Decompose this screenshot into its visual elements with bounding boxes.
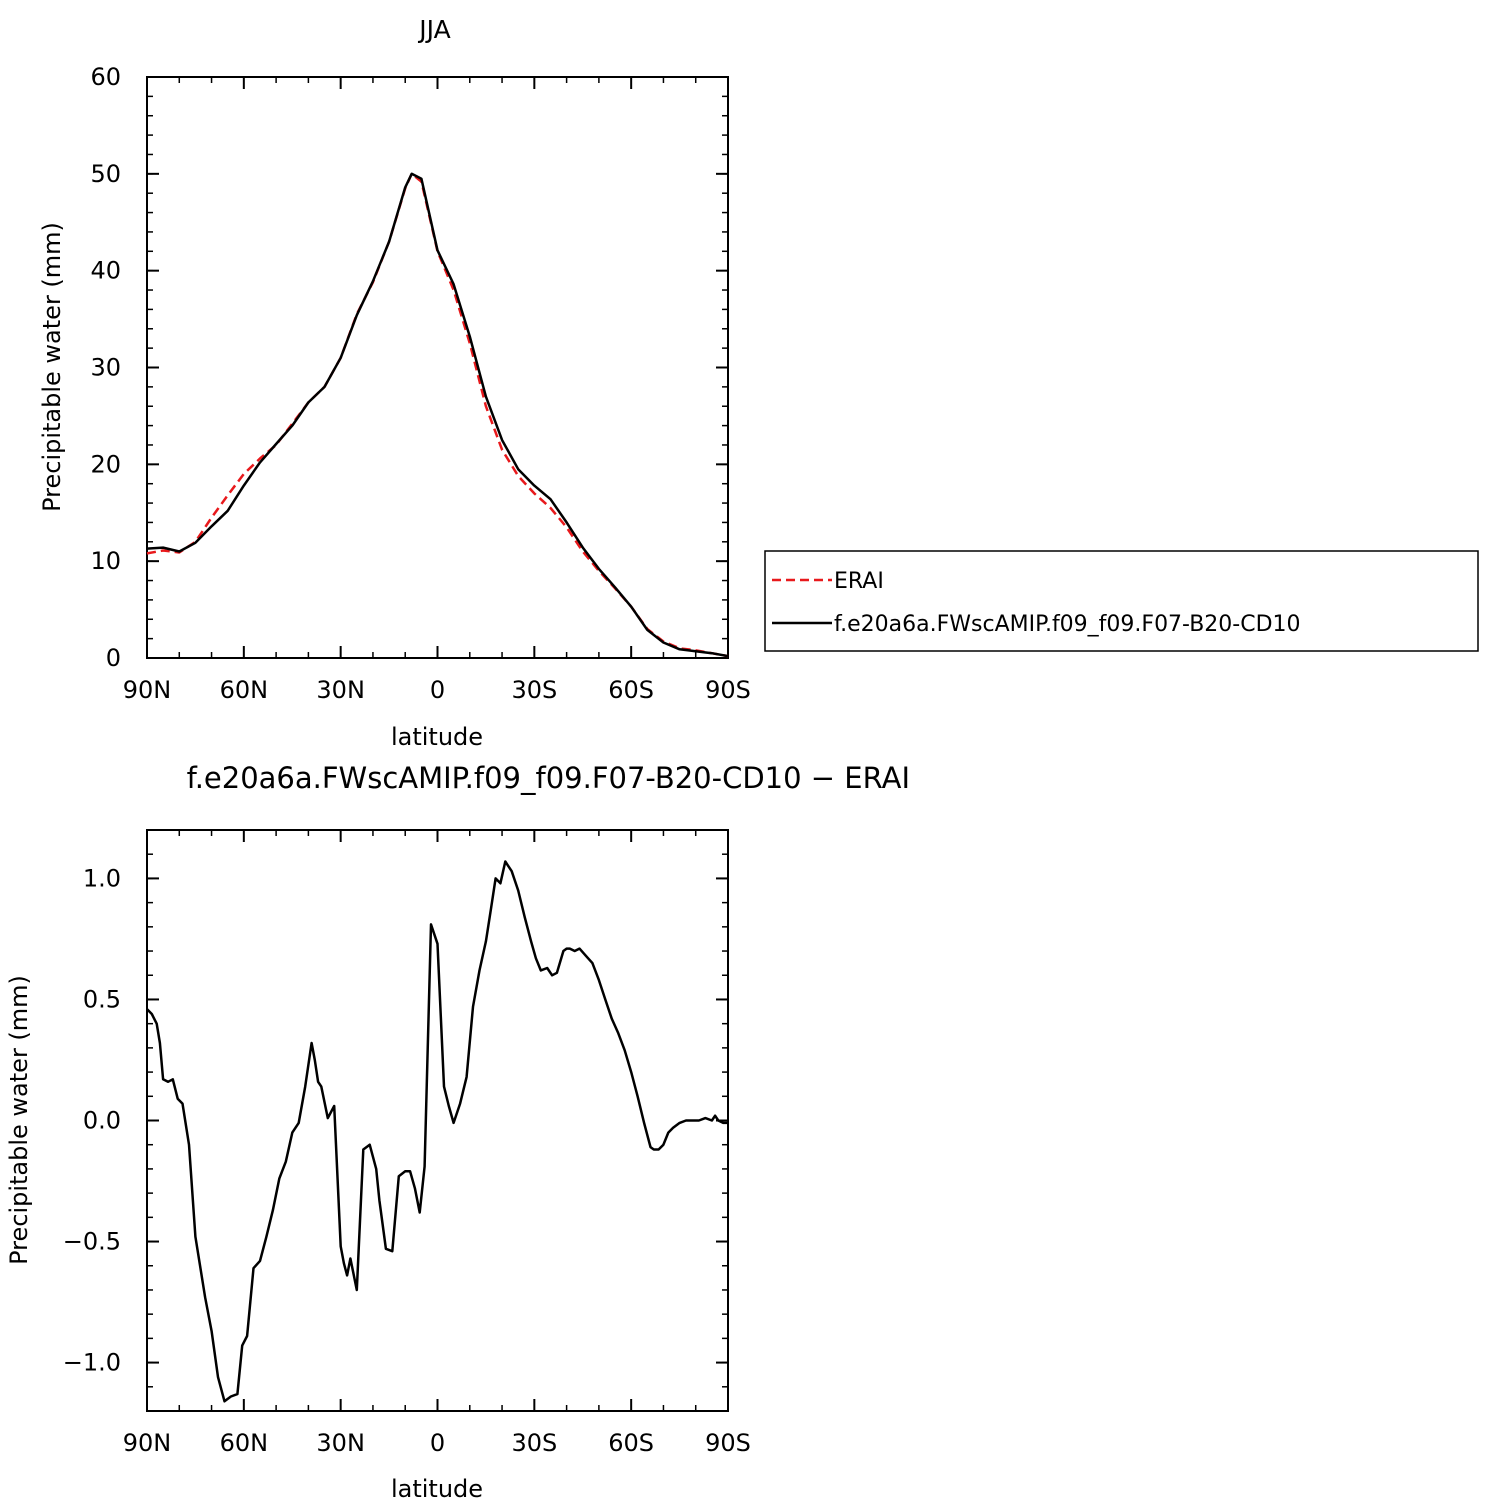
top-x-tick-label: 60S xyxy=(608,676,654,704)
legend-label-model: f.e20a6a.FWscAMIP.f09_f09.F07-B20-CD10 xyxy=(834,612,1301,637)
bottom-y-tick-label: 0.5 xyxy=(83,985,121,1013)
top-x-tick-label: 30S xyxy=(511,676,557,704)
legend-box xyxy=(764,550,1479,652)
top-chart: JJA 0 10 20 30 40 50 60 90N 60N 30N 0 30S 60S 90S la… xyxy=(38,15,751,751)
bottom-x-tick-label: 90S xyxy=(705,1429,751,1457)
bottom-plot-frame xyxy=(146,829,729,1412)
top-y-tick-label: 20 xyxy=(90,450,121,478)
bottom-x-tick-label: 90N xyxy=(123,1429,172,1457)
top-x-tick-labels: 90N 60N 30N 0 30S 60S 90S xyxy=(123,676,751,704)
bottom-tick-marks xyxy=(146,829,729,1412)
top-y-tick-labels: 0 10 20 30 40 50 60 xyxy=(90,63,121,672)
top-x-tick-label: 90N xyxy=(123,676,172,704)
top-y-tick-label: 30 xyxy=(90,354,121,382)
bottom-y-tick-label: 1.0 xyxy=(83,864,121,892)
top-tick-marks xyxy=(146,76,729,659)
legend: ERAI f.e20a6a.FWscAMIP.f09_f09.F07-B20-C… xyxy=(764,550,1479,652)
top-y-tick-label: 50 xyxy=(90,160,121,188)
bottom-x-tick-label: 60N xyxy=(220,1429,269,1457)
bottom-y-tick-label: 0.0 xyxy=(83,1107,121,1135)
top-y-tick-label: 0 xyxy=(106,644,121,672)
bottom-y-tick-label: −1.0 xyxy=(63,1349,121,1377)
bottom-x-axis-label: latitude xyxy=(391,1475,483,1503)
top-x-tick-label: 60N xyxy=(220,676,269,704)
bottom-x-tick-label: 0 xyxy=(430,1429,445,1457)
bottom-y-tick-label: −0.5 xyxy=(63,1228,121,1256)
bottom-x-tick-labels: 90N 60N 30N 0 30S 60S 90S xyxy=(123,1429,751,1457)
top-plot-frame xyxy=(146,76,729,659)
top-series-lines xyxy=(146,172,729,658)
top-x-tick-label: 0 xyxy=(430,676,445,704)
top-y-tick-label: 40 xyxy=(90,257,121,285)
bottom-series-lines xyxy=(146,860,728,1403)
bottom-y-tick-labels: −1.0 −0.5 0.0 0.5 1.0 xyxy=(63,864,121,1376)
bottom-x-tick-label: 30N xyxy=(316,1429,365,1457)
top-chart-title: JJA xyxy=(417,15,450,44)
bottom-y-axis-label: Precipitable water (mm) xyxy=(5,975,33,1265)
bottom-x-tick-label: 60S xyxy=(608,1429,654,1457)
top-y-axis-label: Precipitable water (mm) xyxy=(38,222,66,512)
top-x-axis-label: latitude xyxy=(391,723,483,751)
bottom-series-line-0 xyxy=(146,860,728,1403)
top-x-tick-label: 30N xyxy=(316,676,365,704)
top-series-line-1 xyxy=(146,172,729,658)
bottom-x-tick-label: 30S xyxy=(511,1429,557,1457)
top-x-tick-label: 90S xyxy=(705,676,751,704)
bottom-chart-title: f.e20a6a.FWscAMIP.f09_f09.F07-B20-CD10 −… xyxy=(187,761,910,795)
legend-label-erai: ERAI xyxy=(834,569,884,594)
top-y-tick-label: 10 xyxy=(90,547,121,575)
bottom-chart: f.e20a6a.FWscAMIP.f09_f09.F07-B20-CD10 −… xyxy=(5,761,910,1503)
top-y-tick-label: 60 xyxy=(90,63,121,91)
